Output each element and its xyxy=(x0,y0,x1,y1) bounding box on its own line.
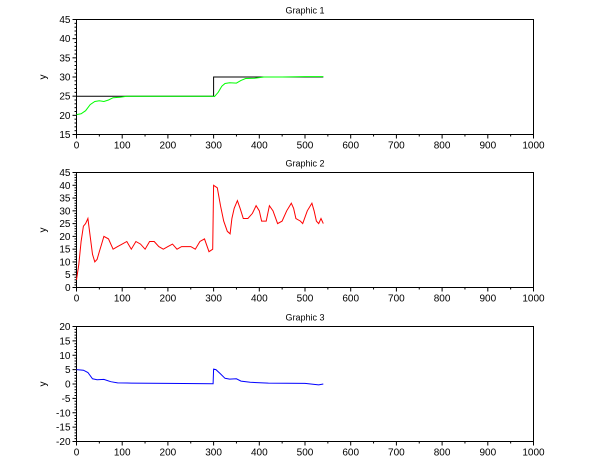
x-tick-label: 300 xyxy=(205,448,222,459)
y-tick-label: 15 xyxy=(59,130,71,141)
y-tick-label: 15 xyxy=(59,336,71,347)
series-line-1 xyxy=(76,184,324,280)
y-tick-label: 20 xyxy=(59,232,71,243)
x-tick-label: 200 xyxy=(160,448,177,459)
chart-title: Graphic 2 xyxy=(285,159,324,169)
x-tick-label: 200 xyxy=(160,141,177,152)
y-tick-label: 20 xyxy=(59,322,71,333)
y-tick-label: 5 xyxy=(65,365,71,376)
y-tick-label: 35 xyxy=(59,53,71,64)
x-tick-label: 0 xyxy=(74,448,80,459)
y-tick-label: 0 xyxy=(65,380,71,391)
y-tick-label: -10 xyxy=(56,408,71,419)
x-tick-label: 900 xyxy=(479,141,496,152)
x-tick-label: 800 xyxy=(434,141,451,152)
y-tick-label: -15 xyxy=(56,423,71,434)
x-tick-label: 500 xyxy=(297,294,314,305)
y-tick-label: 25 xyxy=(59,219,71,230)
y-axis-label: y xyxy=(38,75,49,80)
y-tick-label: 40 xyxy=(59,34,71,45)
y-tick-label: 30 xyxy=(59,206,71,217)
x-tick-label: 900 xyxy=(479,294,496,305)
x-tick-label: 1000 xyxy=(522,448,545,459)
x-tick-label: 500 xyxy=(297,448,314,459)
y-tick-label: 10 xyxy=(59,351,71,362)
x-tick-label: 0 xyxy=(74,294,80,305)
x-tick-label: 400 xyxy=(251,141,268,152)
y-tick-label: 25 xyxy=(59,92,71,103)
y-tick-label: 20 xyxy=(59,111,71,122)
y-tick-label: -20 xyxy=(56,437,71,448)
x-tick-label: 900 xyxy=(479,448,496,459)
series-line-1 xyxy=(76,368,324,386)
x-tick-label: 0 xyxy=(74,141,80,152)
x-tick-label: 600 xyxy=(342,448,359,459)
y-tick-label: 45 xyxy=(59,15,71,26)
x-tick-label: 600 xyxy=(342,294,359,305)
y-axis-label: y xyxy=(38,382,49,387)
x-tick-label: 100 xyxy=(114,448,131,459)
subplot-1: Graphic 1 y 0 100 200 300 400 500 600 700 800 900 10… xyxy=(38,6,545,152)
subplot-2: Graphic 2y0 100 200 300 400 500 600 700 800 900 10… xyxy=(38,159,545,305)
x-tick-label: 700 xyxy=(388,141,405,152)
x-tick-label: 700 xyxy=(388,294,405,305)
x-tick-label: 800 xyxy=(434,448,451,459)
x-tick-label: 400 xyxy=(251,448,268,459)
x-tick-label: 1000 xyxy=(522,141,545,152)
x-tick-label: 500 xyxy=(297,141,314,152)
axes-box xyxy=(76,172,534,288)
x-tick-label: 100 xyxy=(114,294,131,305)
subplot-3: Graphic 3y0 100 200 300 400 500 600 700 800 900 10… xyxy=(38,313,545,459)
x-tick-label: 1000 xyxy=(522,294,545,305)
y-tick-label: 35 xyxy=(59,194,71,205)
y-axis-label: y xyxy=(38,228,49,233)
x-tick-label: 600 xyxy=(342,141,359,152)
y-tick-label: 0 xyxy=(65,283,71,294)
y-tick-label: 40 xyxy=(59,181,71,192)
series-line-2 xyxy=(76,76,324,116)
x-tick-label: 800 xyxy=(434,294,451,305)
series-line-1 xyxy=(76,76,324,97)
y-tick-label: 5 xyxy=(65,270,71,281)
x-tick-label: 400 xyxy=(251,294,268,305)
chart-title: Graphic 1 xyxy=(285,6,324,16)
x-tick-label: 200 xyxy=(160,294,177,305)
y-tick-label: -5 xyxy=(62,394,71,405)
axes-box xyxy=(76,326,534,442)
y-tick-label: 15 xyxy=(59,245,71,256)
chart-title: Graphic 3 xyxy=(285,313,324,323)
y-tick-label: 45 xyxy=(59,168,71,179)
y-tick-label: 30 xyxy=(59,73,71,84)
x-tick-label: 300 xyxy=(205,294,222,305)
x-tick-label: 300 xyxy=(205,141,222,152)
x-tick-label: 700 xyxy=(388,448,405,459)
x-tick-label: 100 xyxy=(114,141,131,152)
y-tick-label: 10 xyxy=(59,257,71,268)
